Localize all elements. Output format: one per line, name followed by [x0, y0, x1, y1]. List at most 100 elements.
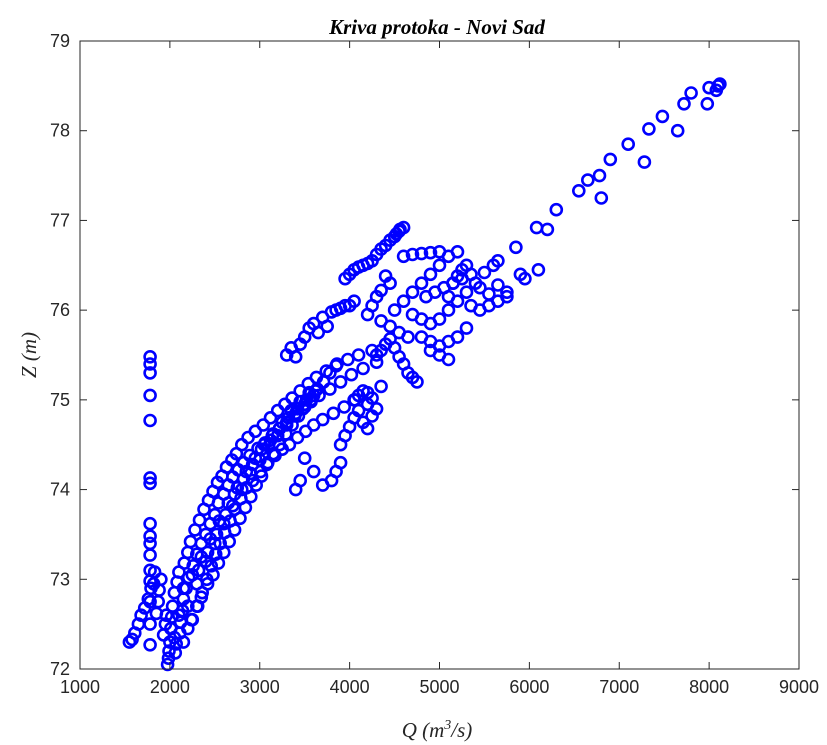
data-point [316, 375, 331, 389]
data-point [713, 77, 727, 91]
data-point [143, 413, 157, 428]
data-point [529, 220, 544, 235]
data-point [621, 137, 636, 151]
data-point [222, 534, 236, 549]
data-point [446, 276, 460, 291]
data-point [270, 403, 285, 418]
data-point [500, 285, 514, 300]
data-point [143, 349, 157, 364]
data-point [333, 375, 348, 389]
data-point [571, 184, 586, 198]
data-point [288, 482, 303, 497]
data-point [432, 258, 447, 273]
data-point [143, 548, 157, 562]
data-point [125, 632, 139, 647]
data-point [340, 352, 355, 367]
data-point [143, 536, 157, 551]
data-point [642, 122, 656, 136]
data-point [356, 361, 370, 376]
y-axis: 72 73 74 75 76 77 78 79 [50, 31, 799, 679]
x-tick-label: 4000 [330, 677, 370, 697]
data-point [450, 330, 465, 344]
data-point [266, 446, 281, 461]
data-point [227, 487, 242, 501]
data-point [290, 401, 305, 416]
y-tick-label: 75 [50, 390, 70, 410]
data-point [329, 358, 343, 373]
data-point [580, 173, 595, 187]
y-tick-label: 74 [50, 480, 70, 500]
data-point [414, 246, 429, 261]
data-point [374, 379, 388, 394]
data-point [450, 245, 465, 259]
data-point [549, 202, 564, 217]
data-point [344, 367, 359, 382]
data-point [263, 410, 278, 425]
chart-title: Kriva protoka - Novi Sad [328, 15, 545, 39]
data-point [423, 267, 438, 282]
data-point [389, 227, 404, 241]
data-points [122, 77, 727, 672]
data-point [414, 276, 429, 291]
data-point [227, 523, 242, 537]
data-point [356, 384, 370, 398]
data-point [217, 516, 231, 531]
data-point [365, 391, 379, 405]
x-tick-label: 2000 [150, 677, 190, 697]
data-point [192, 513, 207, 527]
data-point [279, 418, 294, 432]
data-point [509, 240, 523, 255]
data-point [315, 478, 330, 492]
data-point [594, 191, 609, 205]
data-point [603, 152, 618, 167]
data-point [383, 276, 397, 291]
data-point [441, 289, 456, 304]
data-point [333, 455, 348, 470]
data-point [441, 352, 456, 367]
data-point [156, 628, 171, 642]
data-point [183, 534, 198, 549]
data-point [387, 303, 402, 317]
data-point [236, 471, 251, 486]
data-point [143, 388, 157, 403]
data-point [306, 464, 321, 479]
data-point [176, 635, 191, 649]
data-point [154, 572, 168, 587]
data-point [208, 536, 222, 551]
data-point [299, 393, 314, 407]
data-point [311, 325, 326, 340]
data-point [272, 421, 287, 436]
x-tick-label: 5000 [419, 677, 459, 697]
data-point [637, 155, 652, 169]
data-point [181, 599, 195, 614]
data-point [432, 312, 447, 326]
x-axis: 1000 2000 3000 4000 5000 6000 7000 8000 9000 [60, 41, 819, 697]
data-point [211, 556, 226, 570]
data-point [347, 294, 361, 309]
y-tick-label: 73 [50, 569, 70, 589]
data-point [432, 245, 447, 259]
data-point [263, 433, 278, 448]
data-point [320, 319, 335, 334]
data-point [185, 612, 200, 627]
data-point [337, 400, 352, 414]
data-point [244, 489, 258, 504]
data-point [360, 421, 375, 436]
data-point [162, 644, 176, 658]
data-point [241, 430, 255, 445]
y-tick-label: 76 [50, 300, 70, 320]
data-point [396, 294, 411, 309]
data-point [473, 280, 487, 295]
data-point [168, 646, 183, 660]
data-point [288, 349, 303, 364]
data-point [143, 471, 157, 485]
data-point [194, 590, 209, 605]
y-tick-label: 77 [50, 210, 70, 230]
data-point [369, 401, 384, 416]
x-tick-label: 3000 [240, 677, 280, 697]
data-point [491, 278, 505, 292]
data-point [655, 109, 670, 124]
data-point [700, 97, 715, 111]
data-point [360, 307, 375, 322]
